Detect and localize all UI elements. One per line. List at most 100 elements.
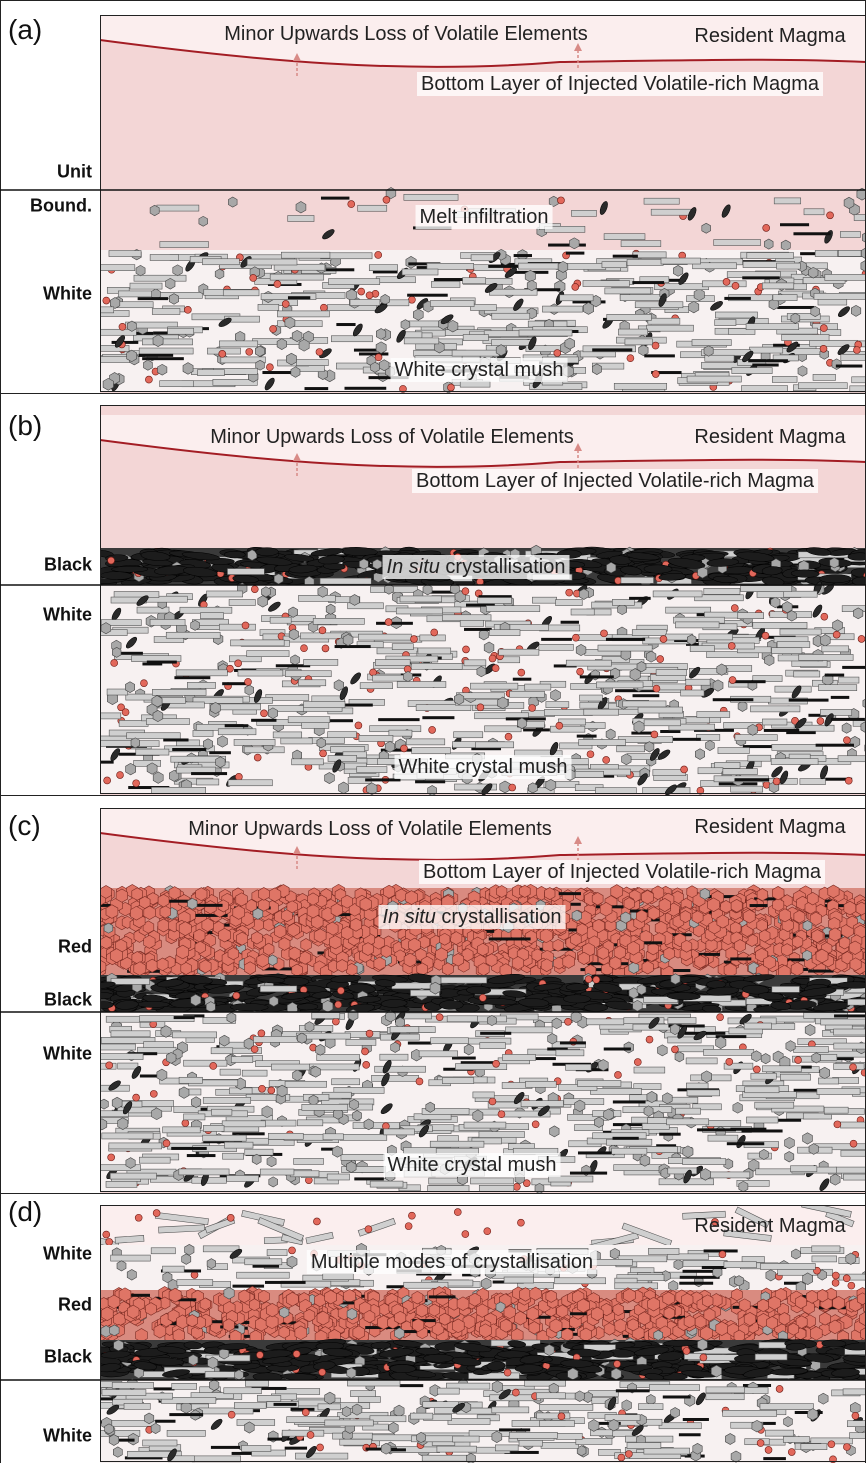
crystal: [439, 1000, 463, 1009]
crystal: [493, 1060, 500, 1067]
crystal: [804, 209, 824, 215]
crystal: [383, 885, 394, 898]
crystal: [520, 885, 531, 897]
crystal: [724, 1262, 757, 1268]
crystal: [151, 787, 205, 793]
crystal: [817, 1089, 860, 1095]
crystal: [423, 584, 432, 595]
crystal: [820, 1067, 830, 1079]
crystal: [598, 645, 652, 651]
crystal: [296, 360, 328, 366]
crystal: [613, 255, 638, 258]
crystal: [179, 1087, 189, 1099]
crystal: [509, 784, 516, 791]
crystal: [312, 1012, 340, 1018]
crystal: [111, 978, 150, 984]
crystal: [479, 1185, 514, 1191]
crystal: [406, 256, 416, 268]
crystal: [580, 695, 603, 701]
crystal: [262, 371, 294, 374]
crystal: [107, 689, 128, 695]
crystal: [391, 1042, 400, 1052]
crystal: [651, 731, 658, 738]
crystal: [618, 329, 647, 335]
crystal: [258, 596, 268, 608]
crystal: [618, 604, 627, 615]
crystal: [820, 635, 830, 647]
crystal: [207, 591, 243, 597]
crystal: [139, 1157, 170, 1163]
crystal: [184, 1060, 227, 1066]
crystal: [442, 1078, 473, 1084]
crystal: [106, 1062, 113, 1069]
crystal: [428, 786, 437, 796]
crystal: [412, 748, 451, 754]
crystal: [656, 670, 686, 676]
crystal: [763, 224, 770, 231]
crystal: [291, 367, 300, 378]
crystal: [268, 955, 277, 966]
crystal: [651, 209, 692, 215]
crystal: [646, 651, 656, 662]
crystal: [136, 749, 169, 755]
crystal: [415, 780, 445, 783]
crystal: [174, 1016, 195, 1019]
crystal: [227, 1013, 236, 1023]
crystal: [695, 749, 704, 760]
crystal: [119, 323, 126, 330]
crystal: [818, 299, 847, 305]
crystal: [668, 1168, 697, 1174]
crystal: [137, 1001, 170, 1008]
crystal: [130, 283, 162, 289]
crystal: [245, 1149, 273, 1155]
crystal: [454, 694, 464, 705]
crystal: [772, 744, 823, 750]
crystal: [211, 702, 221, 713]
crystal: [150, 1090, 157, 1097]
crystal: [353, 1111, 362, 1121]
crystal: [663, 1093, 673, 1104]
crystal: [218, 736, 228, 747]
crystal: [144, 935, 155, 948]
crystal: [258, 1085, 265, 1092]
crystal: [81, 1085, 130, 1091]
crystal: [328, 732, 357, 738]
crystal: [780, 629, 821, 635]
crystal: [305, 1022, 314, 1032]
crystal: [104, 777, 111, 784]
crystal: [311, 1066, 321, 1077]
crystal: [577, 668, 584, 675]
crystal: [453, 953, 464, 966]
crystal: [777, 1119, 801, 1122]
crystal: [135, 1214, 142, 1221]
crystal: [277, 1085, 287, 1097]
crystal: [448, 320, 458, 332]
crystal: [746, 1117, 778, 1123]
crystal: [686, 679, 710, 685]
crystal: [839, 937, 850, 949]
crystal: [316, 1044, 325, 1055]
crystal: [606, 638, 645, 641]
crystal: [700, 1169, 710, 1181]
crystal: [755, 1102, 794, 1108]
crystal: [331, 903, 342, 916]
crystal: [358, 205, 387, 211]
crystal: [140, 680, 147, 687]
crystal: [742, 276, 779, 279]
crystal: [671, 1046, 678, 1053]
crystal: [593, 976, 600, 983]
crystal: [485, 726, 522, 732]
crystal: [289, 607, 298, 617]
crystal: [824, 1107, 848, 1113]
crystal: [438, 977, 487, 983]
crystal: [431, 281, 460, 287]
crystal: [607, 562, 616, 573]
crystal: [710, 1172, 750, 1178]
crystal: [247, 259, 297, 265]
crystal: [731, 605, 738, 612]
crystal: [228, 948, 239, 960]
crystal: [211, 1109, 231, 1115]
crystal: [471, 255, 493, 261]
crystal: [803, 950, 812, 960]
crystal: [566, 660, 611, 666]
